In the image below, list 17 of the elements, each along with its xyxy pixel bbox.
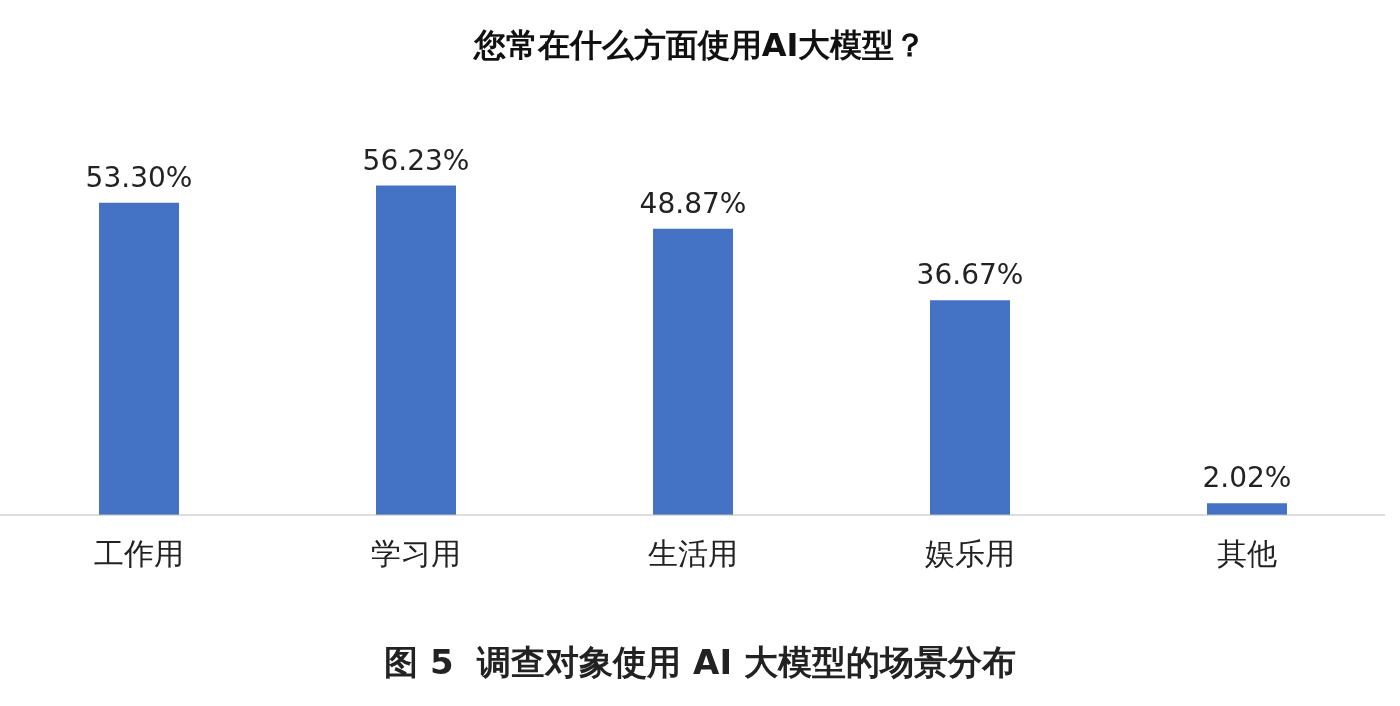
x-tick-label: 娱乐用 <box>924 536 1015 572</box>
data-label: 53.30% <box>85 160 193 194</box>
bar <box>1207 503 1287 515</box>
x-tick-label: 学习用 <box>370 536 461 572</box>
chart-title: 您常在什么方面使用AI大模型？ <box>472 25 928 66</box>
data-label: 56.23% <box>362 143 470 177</box>
x-tick-label: 生活用 <box>647 536 738 572</box>
bar <box>376 185 456 515</box>
bar <box>99 202 179 515</box>
bar <box>930 300 1010 515</box>
bar <box>653 228 733 515</box>
caption: 图 5 调查对象使用 AI 大模型的场景分布 <box>383 641 1017 684</box>
x-tick-label: 工作用 <box>93 536 184 572</box>
data-label: 2.02% <box>1202 461 1292 495</box>
x-tick-label: 其他 <box>1216 536 1277 572</box>
data-label: 48.87% <box>639 186 747 220</box>
data-label: 36.67% <box>916 258 1024 292</box>
